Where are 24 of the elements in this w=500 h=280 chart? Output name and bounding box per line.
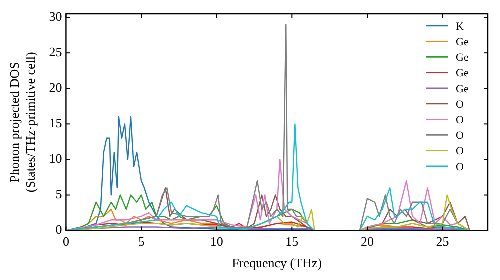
legend-label: O <box>456 146 464 158</box>
legend-label: Ge <box>456 36 469 48</box>
x-tick-label: 15 <box>286 234 299 250</box>
x-tick-label: 20 <box>360 234 374 250</box>
x-tick-label: 10 <box>210 234 224 250</box>
legend-label: Ge <box>456 68 469 80</box>
x-tick-label: 25 <box>436 234 450 250</box>
y-tick-label: 10 <box>49 151 62 166</box>
y-tick-label: 15 <box>49 116 62 131</box>
legend-label: K <box>456 20 464 33</box>
legend-label: Ge <box>456 52 469 64</box>
x-tick-label: 5 <box>138 234 145 250</box>
y-axis-title: Phonon projected DOS (States/THz·primitive cell) <box>7 52 38 193</box>
y-tick-label: 20 <box>49 80 62 96</box>
legend-label: O <box>456 130 464 142</box>
legend-label: O <box>456 114 464 126</box>
y-tick-label: 0 <box>56 222 62 238</box>
y-tick-label: 5 <box>56 186 62 202</box>
legend-label: Ge <box>456 83 469 96</box>
legend-label: O <box>456 161 464 174</box>
y-tick-label: 30 <box>49 8 62 24</box>
y-tick-label: 25 <box>49 44 62 60</box>
x-axis-title: Frequency (THz) <box>232 256 322 271</box>
legend-label: O <box>456 98 464 111</box>
